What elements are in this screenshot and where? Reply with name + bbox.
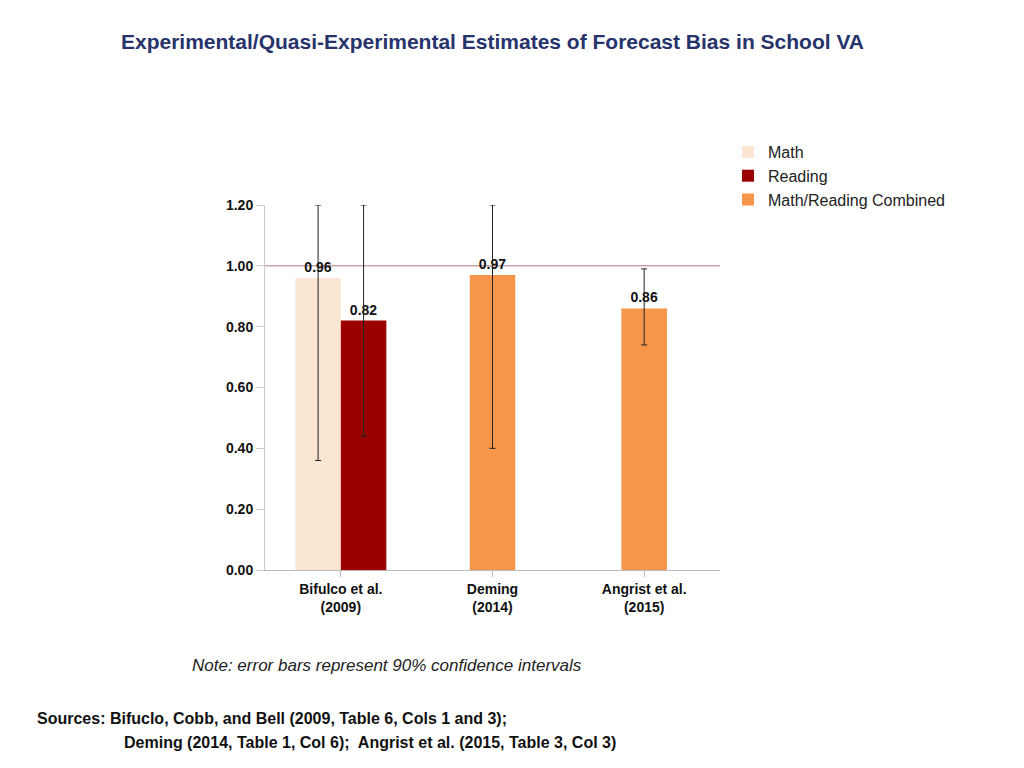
svg-text:1.20: 1.20 xyxy=(226,197,253,213)
svg-text:Experimental/Quasi-Experimenta: Experimental/Quasi-Experimental Estimate… xyxy=(121,30,864,53)
svg-text:Math/Reading Combined: Math/Reading Combined xyxy=(768,192,945,209)
svg-text:0.60: 0.60 xyxy=(226,379,253,395)
svg-text:0.86: 0.86 xyxy=(630,289,657,305)
svg-text:0.82: 0.82 xyxy=(350,302,377,318)
svg-text:0.40: 0.40 xyxy=(226,440,253,456)
svg-text:0.00: 0.00 xyxy=(226,562,253,578)
svg-text:Deming(2014): Deming(2014) xyxy=(467,581,518,615)
svg-text:Note: error bars represent 90%: Note: error bars represent 90% confidenc… xyxy=(192,656,582,675)
svg-text:0.80: 0.80 xyxy=(226,319,253,335)
svg-text:1.00: 1.00 xyxy=(226,258,253,274)
svg-text:0.97: 0.97 xyxy=(479,256,506,272)
svg-text:0.96: 0.96 xyxy=(304,259,331,275)
svg-text:Bifulco et al.(2009): Bifulco et al.(2009) xyxy=(299,581,382,615)
svg-text:Math: Math xyxy=(768,144,804,161)
svg-text:Reading: Reading xyxy=(768,168,828,185)
svg-text:Deming (2014, Table 1, Col 6);: Deming (2014, Table 1, Col 6); Angrist e… xyxy=(124,734,616,751)
svg-text:0.20: 0.20 xyxy=(226,501,253,517)
svg-text:Sources: Bifuclo, Cobb, and Be: Sources: Bifuclo, Cobb, and Bell (2009, … xyxy=(37,710,507,727)
svg-text:Angrist et al.(2015): Angrist et al.(2015) xyxy=(602,581,687,615)
